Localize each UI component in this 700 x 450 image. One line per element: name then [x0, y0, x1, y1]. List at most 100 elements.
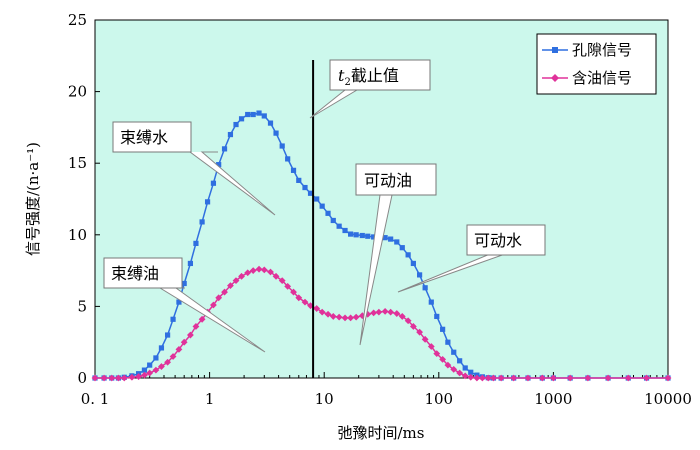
data-point-oil [490, 374, 497, 382]
callout-box-t2-cutoff [329, 59, 431, 91]
data-point-porosity [221, 146, 228, 152]
x-tick-label: 1 [205, 390, 215, 408]
data-point-oil [120, 374, 128, 382]
x-tick-label: 10000 [644, 390, 692, 408]
data-point-porosity [279, 143, 285, 149]
annotation-bound-oil: 束缚油 [103, 257, 266, 353]
data-point-porosity [417, 272, 423, 278]
data-point-porosity [462, 365, 468, 371]
x-axis: 0. 1 1 10 100 1000 10000 [81, 372, 692, 408]
data-point-oil [324, 310, 332, 318]
legend-label-porosity: 孔隙信号 [572, 41, 632, 59]
y-axis-label: 信号强度/(n·a⁻¹) [24, 142, 42, 256]
legend-marker-oil [551, 74, 559, 82]
data-point-oil [664, 374, 672, 382]
x-axis-label: 弛豫时间/ms [338, 424, 425, 442]
data-point-porosity [365, 233, 371, 239]
callout-box-movable-water [466, 224, 546, 256]
y-tick-label: 0 [77, 369, 87, 387]
annotation-text-movable-oil: 可动油 [364, 171, 412, 190]
data-point-oil [566, 374, 574, 382]
data-point-oil [416, 328, 424, 336]
data-point-porosity [204, 199, 211, 205]
legend: 孔隙信号 含油信号 [536, 33, 657, 95]
data-point-porosity [193, 240, 199, 246]
data-point-porosity [353, 232, 359, 238]
data-point-oil [249, 267, 257, 274]
data-point-oil [227, 282, 234, 290]
data-point-oil [461, 372, 469, 380]
data-point-oil [643, 374, 650, 382]
data-point-porosity [445, 339, 451, 345]
data-point-oil [404, 317, 412, 325]
data-point-porosity [199, 219, 205, 225]
data-point-porosity [273, 130, 279, 136]
data-point-porosity [290, 167, 297, 173]
data-point-porosity [336, 223, 342, 229]
data-point-porosity [388, 236, 394, 242]
data-point-oil [146, 369, 154, 377]
data-point-porosity [434, 313, 440, 320]
data-point-porosity [342, 227, 348, 234]
callout-box-movable-oil [355, 163, 437, 196]
data-point-oil [267, 268, 274, 276]
data-point-porosity [256, 110, 262, 116]
data-point-oil [524, 374, 532, 382]
data-point-porosity [330, 217, 336, 224]
data-point-oil [215, 294, 223, 302]
data-point-oil [381, 308, 389, 315]
data-point-oil [318, 308, 326, 316]
data-point-porosity [457, 358, 463, 364]
data-point-porosity [394, 239, 400, 245]
data-point-oil [272, 272, 280, 280]
data-point-porosity [285, 156, 291, 162]
data-point-porosity [250, 111, 256, 118]
legend-label-oil: 含油信号 [572, 69, 632, 87]
data-point-oil [295, 294, 303, 302]
data-point-porosity [245, 111, 251, 118]
data-point-oil [260, 266, 268, 274]
data-point-oil [244, 269, 252, 277]
data-point-porosity [147, 362, 153, 368]
cutoff-label-suffix: 截止值 [351, 66, 399, 85]
data-point-porosity [382, 235, 388, 241]
data-point-oil [284, 282, 292, 290]
data-point-porosity [359, 232, 365, 239]
data-point-porosity [399, 245, 405, 251]
data-point-oil [450, 366, 458, 373]
data-point-oil [290, 288, 297, 296]
data-point-oil [370, 309, 378, 317]
cutoff-label: t2截止值 [338, 66, 399, 88]
data-point-porosity [238, 116, 245, 122]
data-point-oil [538, 374, 546, 382]
data-point-oil [329, 313, 337, 320]
data-point-porosity [348, 231, 354, 237]
data-point-porosity [410, 260, 416, 267]
data-point-porosity [422, 285, 428, 291]
data-point-oil [210, 301, 217, 309]
annotation-bound-water: 束缚水 [112, 121, 276, 216]
data-point-porosity [319, 203, 325, 209]
data-point-porosity [451, 349, 457, 355]
data-point-oil [158, 363, 165, 370]
data-point-porosity [153, 355, 159, 361]
data-point-oil [278, 277, 286, 285]
data-point-oil [192, 323, 200, 330]
data-point-porosity [302, 184, 308, 191]
data-point-porosity [210, 180, 217, 186]
data-point-porosity [158, 345, 165, 351]
legend-marker-porosity [552, 47, 558, 53]
cutoff-label-sub: 2 [344, 77, 350, 88]
data-point-oil [341, 314, 349, 322]
data-point-oil [439, 355, 447, 363]
data-point-porosity [325, 210, 331, 216]
data-point-oil [352, 313, 360, 321]
data-point-porosity [405, 252, 411, 258]
data-point-oil [421, 335, 429, 343]
data-point-porosity [141, 367, 148, 373]
callout-box-bound-water [112, 121, 192, 153]
data-point-porosity [261, 113, 267, 119]
data-point-oil [232, 277, 240, 285]
annotation-movable-oil: 可动油 [355, 163, 437, 346]
